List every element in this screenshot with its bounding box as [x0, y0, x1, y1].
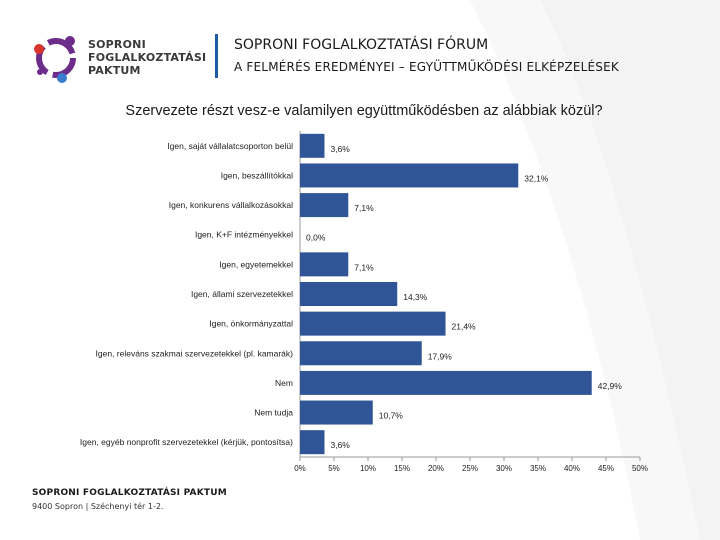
bar: [300, 430, 325, 455]
page-title: SOPRONI FOGLALKOZTATÁSI FÓRUM: [234, 37, 489, 53]
value-label: 42,9%: [598, 381, 623, 391]
x-tick-label: 5%: [328, 464, 340, 473]
category-label: Igen, egyetemekkel: [219, 259, 293, 269]
logo-wordmark: SOPRONI FOGLALKOZTATÁSI PAKTUM: [88, 38, 206, 77]
x-tick-label: 25%: [462, 464, 478, 473]
background-swoosh: [540, 0, 720, 540]
x-tick-label: 10%: [360, 464, 376, 473]
paktum-logo: [34, 36, 76, 83]
bar: [300, 163, 519, 188]
bar: [300, 370, 592, 395]
bar: [300, 311, 446, 336]
x-tick-label: 20%: [428, 464, 444, 473]
background-swoosh-2: [470, 0, 700, 540]
logo-line-3: PAKTUM: [88, 64, 141, 77]
logo-dot-purple-small: [37, 69, 43, 75]
logo-line-2: FOGLALKOZTATÁSI: [88, 51, 207, 64]
logo-dot-red: [34, 44, 44, 54]
x-tick-label: 0%: [294, 464, 306, 473]
value-label: 32,1%: [524, 173, 549, 183]
bar: [300, 193, 349, 218]
value-label: 17,9%: [428, 351, 453, 361]
x-tick-label: 30%: [496, 464, 512, 473]
logo-dot-blue: [57, 73, 67, 83]
category-label: Nem tudja: [254, 408, 293, 418]
x-tick-label: 50%: [632, 464, 648, 473]
bar: [300, 400, 373, 425]
value-label: 0,0%: [306, 233, 326, 243]
category-label: Igen, állami szervezetekkel: [191, 289, 293, 299]
page-subtitle: A FELMÉRÉS EREDMÉNYEI – EGYÜTTMŰKÖDÉSI E…: [234, 60, 619, 74]
category-label: Igen, releváns szakmai szervezetekkel (p…: [96, 348, 294, 358]
category-label: Igen, K+F intézményekkel: [195, 230, 293, 240]
footer-address: 9400 Sopron | Széchenyi tér 1-2.: [32, 502, 164, 511]
bar: [300, 133, 325, 158]
category-label: Igen, önkormányzattal: [209, 319, 293, 329]
bar: [300, 282, 398, 306]
category-label: Igen, konkurens vállalkozásokkal: [169, 200, 293, 210]
x-tick-label: 15%: [394, 464, 410, 473]
header-divider: [215, 34, 218, 78]
bar: [300, 341, 422, 366]
value-label: 3,6%: [330, 144, 350, 154]
bar: [300, 252, 349, 277]
category-label: Nem: [275, 378, 293, 388]
x-tick-label: 40%: [564, 464, 580, 473]
footer-organization: SOPRONI FOGLALKOZTATÁSI PAKTUM: [32, 488, 227, 498]
x-tick-label: 35%: [530, 464, 546, 473]
category-label: Igen, saját vállalatcsoporton belül: [167, 141, 293, 151]
x-tick-label: 45%: [598, 464, 614, 473]
value-label: 14,3%: [403, 292, 428, 302]
value-label: 7,1%: [354, 262, 374, 272]
value-label: 10,7%: [379, 411, 404, 421]
chart-title: Szervezete részt vesz-e valamilyen együt…: [125, 103, 602, 119]
logo-line-1: SOPRONI: [88, 38, 146, 51]
value-label: 3,6%: [330, 440, 350, 450]
logo-ring: [36, 38, 76, 78]
category-label: Igen, beszállítókkal: [221, 170, 293, 180]
value-label: 21,4%: [452, 322, 477, 332]
value-label: 7,1%: [354, 203, 374, 213]
logo-dot-purple: [65, 36, 75, 46]
category-label: Igen, egyéb nonprofit szervezetekkel (ké…: [80, 437, 293, 447]
